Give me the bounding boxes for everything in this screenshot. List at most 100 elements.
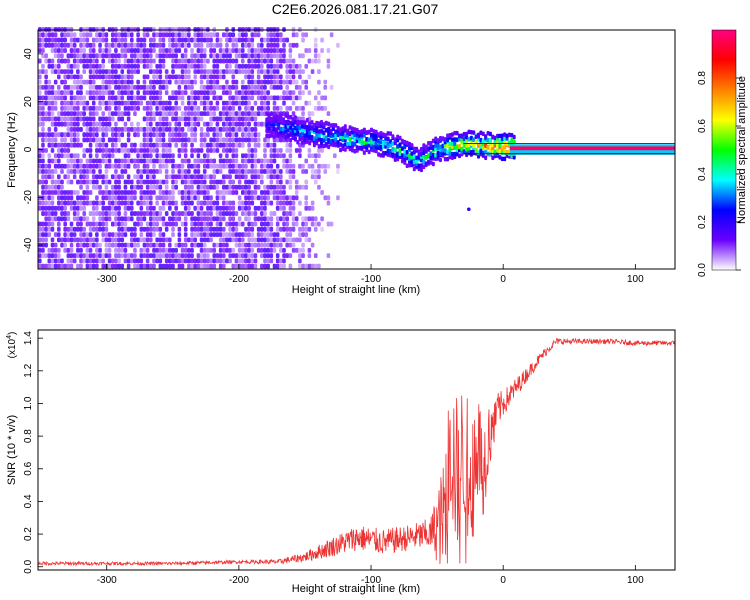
spectrogram-noise-cell — [155, 74, 159, 80]
spectrogram-noise-cell — [155, 237, 159, 243]
spectrogram-noise-cell — [206, 226, 210, 232]
spectrogram-noise-cell — [95, 253, 99, 259]
spectrogram-signal-cell — [291, 135, 295, 141]
spectrogram-noise-cell — [50, 237, 55, 243]
spectrogram-noise-cell — [114, 63, 118, 69]
spectrogram-noise-cell — [187, 121, 191, 127]
chart-title: C2E6.2026.081.17.21.G07 — [272, 1, 439, 17]
spectrogram-noise-cell — [202, 226, 207, 232]
spectrogram-noise-cell — [253, 179, 258, 185]
spectrogram-noise-cell — [133, 63, 137, 69]
spectrogram-noise-cell — [158, 90, 163, 96]
spectrogram-signal-cell — [270, 111, 274, 116]
spectrogram-signal-cell — [320, 129, 324, 134]
spectrogram-signal-cell — [298, 120, 302, 125]
spectrogram-noise-cell — [60, 48, 64, 53]
spectrogram-noise-cell — [187, 32, 191, 38]
spectrogram-noise-cell — [60, 179, 64, 185]
spectrogram-noise-cell — [145, 58, 150, 64]
spectrogram-signal-cell — [391, 152, 395, 157]
spectrogram-noise-cell — [60, 69, 64, 74]
spectrogram-noise-cell — [155, 200, 159, 206]
spectrogram-noise-cell — [244, 63, 248, 69]
spectrogram-noise-cell — [53, 63, 58, 69]
spectrogram-noise-cell — [47, 190, 52, 195]
spectrogram-noise-cell — [171, 158, 175, 164]
spectrogram-noise-cell — [202, 163, 207, 169]
spectrogram-noise-cell — [101, 127, 106, 132]
spectrogram-noise-cell — [231, 216, 236, 222]
spectrogram-signal-cell — [410, 159, 414, 164]
spectrogram-noise-cell — [145, 195, 150, 201]
spectrogram-noise-cell — [269, 163, 274, 169]
spectrogram-noise-cell — [317, 69, 321, 74]
spectrogram-noise-cell — [199, 74, 204, 80]
spectrogram-noise-cell — [279, 32, 283, 38]
spectrogram-noise-cell — [215, 258, 220, 264]
spectrogram-noise-cell — [76, 53, 80, 59]
spectrogram-noise-cell — [152, 190, 156, 195]
spectrogram-noise-cell — [79, 200, 83, 206]
spectrogram-noise-cell — [183, 63, 188, 69]
spectrogram-noise-cell — [174, 137, 178, 143]
spectrogram-noise-cell — [253, 137, 258, 143]
spectrogram-noise-cell — [69, 121, 74, 127]
spectrogram-noise-cell — [190, 95, 194, 101]
spectrogram-noise-cell — [82, 174, 87, 180]
spectrogram-noise-cell — [212, 42, 217, 48]
spectrogram-noise-cell — [107, 69, 112, 74]
spectrogram-signal-cell — [512, 155, 516, 160]
spectrogram-noise-cell — [133, 242, 137, 248]
spectrogram-noise-cell — [158, 232, 163, 237]
spectrogram-noise-cell — [285, 179, 289, 185]
spectrogram-noise-cell — [95, 205, 99, 211]
spectrogram-noise-cell — [145, 84, 150, 90]
spectrogram-noise-cell — [158, 132, 163, 138]
spectrogram-noise-cell — [164, 221, 169, 227]
spectrogram-noise-cell — [66, 116, 71, 122]
spectrogram-noise-cell — [247, 205, 251, 211]
spectrogram-noise-cell — [164, 163, 169, 169]
spectrogram-noise-cell — [101, 79, 106, 85]
spectrogram-noise-cell — [66, 253, 71, 259]
spectrogram-noise-cell — [196, 37, 201, 43]
spectrogram-noise-cell — [215, 84, 220, 90]
spectrogram-noise-cell — [183, 253, 188, 259]
spectrogram-noise-cell — [237, 48, 242, 53]
spectrogram-noise-cell — [202, 137, 207, 143]
spectrogram-noise-cell — [253, 127, 258, 132]
spectrogram-noise-cell — [279, 179, 283, 185]
spectrogram-noise-cell — [91, 158, 96, 164]
spectrogram-noise-cell — [101, 158, 106, 164]
spectrogram-noise-cell — [152, 48, 156, 53]
spectrogram-signal-cell — [265, 133, 269, 139]
spectrogram-noise-cell — [63, 205, 67, 211]
spectrogram-noise-cell — [50, 58, 55, 64]
spectrogram-noise-cell — [63, 42, 67, 48]
spectrogram-signal-cell — [369, 127, 373, 133]
spectrogram-noise-cell — [98, 174, 102, 180]
spectrogram-noise-cell — [158, 37, 163, 43]
spectrogram-noise-cell — [120, 90, 125, 96]
spectrogram-noise-cell — [313, 48, 318, 53]
spectrogram-noise-cell — [47, 106, 52, 111]
spectrogram-noise-cell — [95, 158, 99, 164]
spectrogram-noise-cell — [237, 179, 242, 185]
spectrogram-noise-cell — [269, 200, 274, 206]
spectrogram-noise-cell — [155, 95, 159, 101]
spectrogram-noise-cell — [215, 69, 220, 74]
spectrogram-noise-cell — [155, 137, 159, 143]
spectrogram-signal-cell — [405, 163, 409, 168]
spectrogram-noise-cell — [82, 58, 87, 64]
spectrogram-noise-cell — [180, 247, 185, 253]
spectrogram-noise-cell — [98, 137, 102, 143]
spectrogram-noise-cell — [174, 90, 178, 96]
spectrogram-noise-cell — [301, 253, 305, 259]
spectrogram-noise-cell — [152, 232, 156, 237]
spectrogram-signal-cell — [512, 134, 516, 140]
spectrogram-signal-cell — [289, 138, 293, 143]
spectrogram-noise-cell — [206, 79, 210, 85]
spectrogram-noise-cell — [114, 258, 118, 264]
spectrogram-noise-cell — [263, 237, 267, 243]
spectrogram-noise-cell — [66, 84, 71, 90]
